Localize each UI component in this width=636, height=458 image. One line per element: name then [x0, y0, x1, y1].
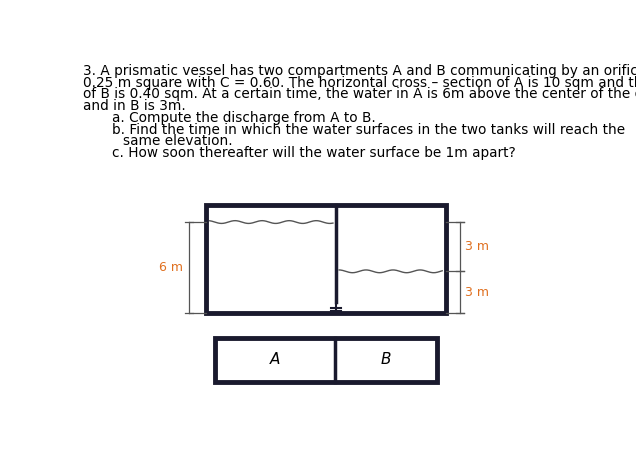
- Text: b. Find the time in which the water surfaces in the two tanks will reach the: b. Find the time in which the water surf…: [112, 123, 625, 137]
- Text: a. Compute the discharge from A to B.: a. Compute the discharge from A to B.: [112, 111, 376, 125]
- Text: 3 m: 3 m: [466, 240, 490, 253]
- Text: 3 m: 3 m: [466, 286, 490, 299]
- Text: c. How soon thereafter will the water surface be 1m apart?: c. How soon thereafter will the water su…: [112, 146, 516, 160]
- Bar: [206, 205, 446, 313]
- Bar: [215, 338, 437, 382]
- Text: B: B: [381, 352, 391, 367]
- Text: and in B is 3m.: and in B is 3m.: [83, 99, 185, 113]
- Text: 0.25 m square with C = 0.60. The horizontal cross – section of A is 10 sqm and t: 0.25 m square with C = 0.60. The horizon…: [83, 76, 636, 90]
- Text: 3. A prismatic vessel has two compartments A and B communicating by an orifice: 3. A prismatic vessel has two compartmen…: [83, 64, 636, 78]
- Text: 6 m: 6 m: [160, 261, 183, 274]
- Text: same elevation.: same elevation.: [123, 134, 233, 148]
- Text: of B is 0.40 sqm. At a certain time, the water in A is 6m above the center of th: of B is 0.40 sqm. At a certain time, the…: [83, 87, 636, 101]
- Text: A: A: [270, 352, 280, 367]
